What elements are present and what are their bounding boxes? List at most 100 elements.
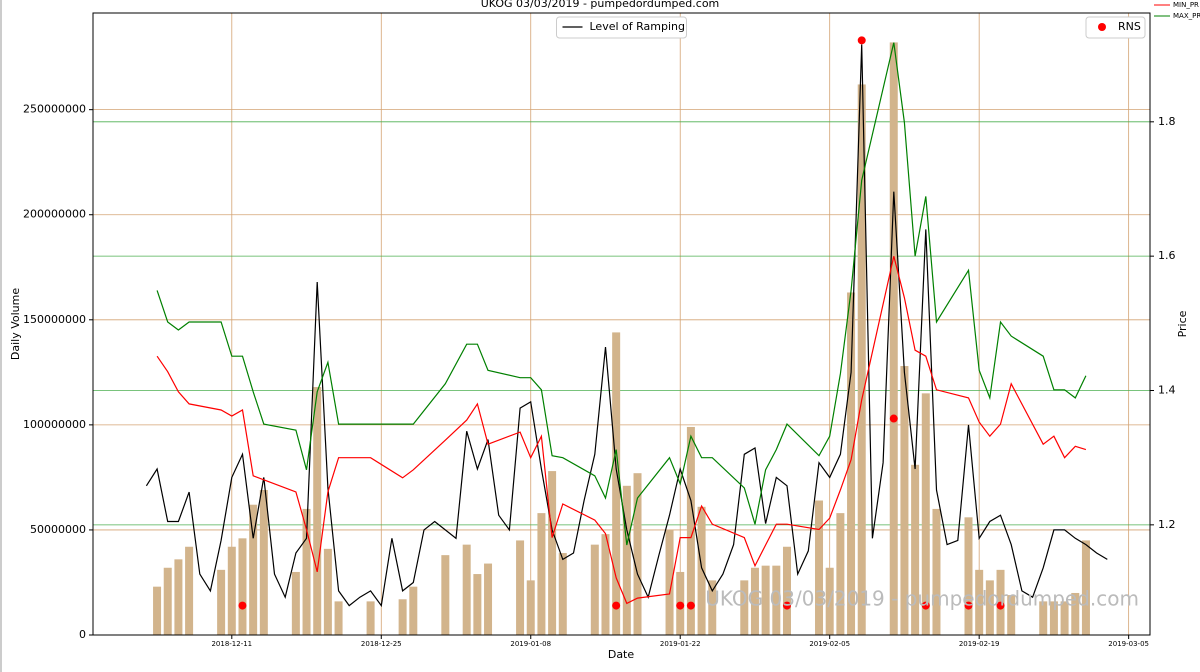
rns-dot bbox=[676, 601, 685, 610]
x-tick-label: 2019-02-05 bbox=[809, 640, 850, 648]
y2-tick-label: 1.8 bbox=[1158, 115, 1176, 128]
chart-title: UKOG 03/03/2019 - pumpedordumped.com bbox=[481, 0, 720, 10]
volume-bar bbox=[1039, 601, 1048, 635]
volume-bar bbox=[686, 426, 695, 635]
rns-dot bbox=[921, 601, 930, 610]
volume-bar bbox=[1049, 601, 1058, 635]
volume-bar bbox=[462, 544, 471, 635]
volume-bar bbox=[548, 471, 557, 635]
volume-bar bbox=[815, 500, 824, 635]
volume-bar bbox=[291, 571, 300, 635]
legend-label: MIN_PR bbox=[1173, 1, 1199, 9]
x-tick-label: 2018-12-11 bbox=[211, 640, 252, 648]
volume-bar bbox=[847, 292, 856, 635]
volume-bar bbox=[484, 563, 493, 635]
legend-symbol bbox=[1098, 23, 1106, 31]
x-tick-label: 2019-01-22 bbox=[660, 640, 701, 648]
rns-dot bbox=[782, 601, 791, 610]
series-line bbox=[156, 42, 1087, 546]
volume-bar bbox=[911, 464, 920, 635]
volume-bar bbox=[398, 599, 407, 635]
volume-bar bbox=[227, 546, 236, 635]
y-tick-label: 250000000 bbox=[23, 103, 86, 116]
volume-bar bbox=[334, 601, 343, 635]
volume-bar bbox=[249, 504, 258, 635]
watermark: UKOG 03/03/2019 - pumpedordumped.com bbox=[705, 587, 1139, 611]
volume-bar bbox=[740, 580, 749, 635]
y-tick-label: 100000000 bbox=[23, 418, 86, 431]
volume-bar bbox=[441, 555, 450, 635]
y-axis-label: Daily Volume bbox=[9, 288, 22, 360]
volume-bar bbox=[313, 387, 322, 635]
y-tick-label: 200000000 bbox=[23, 208, 86, 221]
plot-frame bbox=[92, 12, 1151, 636]
legend-label: MAX_PR bbox=[1173, 12, 1200, 20]
volume-bar bbox=[153, 586, 162, 635]
volume-bar bbox=[558, 553, 567, 635]
volume-bar bbox=[857, 84, 866, 636]
volume-bar bbox=[302, 508, 311, 635]
volume-bar bbox=[633, 473, 642, 635]
y-tick-label: 150000000 bbox=[23, 313, 86, 326]
volume-bar bbox=[473, 574, 482, 635]
volume-bar bbox=[1081, 540, 1090, 635]
x-tick-label: 2018-12-25 bbox=[361, 640, 402, 648]
volume-bar bbox=[323, 548, 332, 635]
rns-dot bbox=[857, 36, 866, 45]
volume-bar bbox=[836, 513, 845, 635]
volume-bar bbox=[217, 569, 226, 635]
volume-bar bbox=[708, 580, 717, 635]
volume-bar bbox=[590, 544, 599, 635]
volume-bar bbox=[409, 586, 418, 635]
volume-bar bbox=[697, 506, 706, 635]
volume-bar bbox=[601, 534, 610, 635]
x-axis-label: Date bbox=[608, 648, 635, 661]
volume-bar bbox=[761, 565, 770, 635]
volume-bar bbox=[1060, 601, 1069, 635]
volume-bar bbox=[185, 546, 194, 635]
volume-bar bbox=[932, 508, 941, 635]
volume-bar bbox=[782, 546, 791, 635]
volume-bar bbox=[825, 567, 834, 635]
volume-bar bbox=[366, 601, 375, 635]
marks bbox=[145, 36, 1108, 636]
series-line bbox=[156, 256, 1087, 605]
y2-tick-label: 1.4 bbox=[1158, 383, 1176, 396]
y2-tick-label: 1.6 bbox=[1158, 249, 1176, 262]
x-tick-label: 2019-03-05 bbox=[1108, 640, 1149, 648]
volume-bar bbox=[921, 393, 930, 635]
volume-bar bbox=[516, 540, 525, 635]
rns-dot bbox=[612, 601, 621, 610]
legend-box bbox=[556, 16, 687, 39]
volume-bar bbox=[975, 569, 984, 635]
volume-bar bbox=[1007, 595, 1016, 635]
volume-bar bbox=[238, 538, 247, 635]
volume-bar bbox=[259, 490, 268, 635]
volume-bar bbox=[526, 580, 535, 635]
rns-dot bbox=[686, 601, 695, 610]
legend-label: Level of Ramping bbox=[590, 20, 685, 33]
legend-label: RNS bbox=[1118, 20, 1141, 33]
volume-bar bbox=[750, 567, 759, 635]
volume-bar bbox=[900, 366, 909, 635]
rns-dot bbox=[238, 601, 247, 610]
series-line bbox=[145, 44, 1108, 608]
rns-dot bbox=[964, 601, 973, 610]
legend-box bbox=[1085, 16, 1146, 39]
volume-bar bbox=[964, 517, 973, 635]
volume-bar bbox=[163, 567, 172, 635]
x-tick-label: 2019-02-19 bbox=[959, 640, 1000, 648]
x-tick-label: 2019-01-08 bbox=[510, 640, 551, 648]
volume-bar bbox=[665, 529, 674, 635]
volume-bar bbox=[612, 332, 621, 635]
volume-bar bbox=[889, 42, 898, 635]
y-tick-label: 50000000 bbox=[30, 523, 86, 536]
volume-bar bbox=[537, 513, 546, 635]
volume-bar bbox=[772, 565, 781, 635]
rns-dot bbox=[889, 414, 898, 423]
volume-bar bbox=[1071, 592, 1080, 635]
y2-tick-label: 1.2 bbox=[1158, 518, 1176, 531]
volume-bar bbox=[174, 559, 183, 635]
y-tick-label: 0 bbox=[79, 628, 86, 641]
